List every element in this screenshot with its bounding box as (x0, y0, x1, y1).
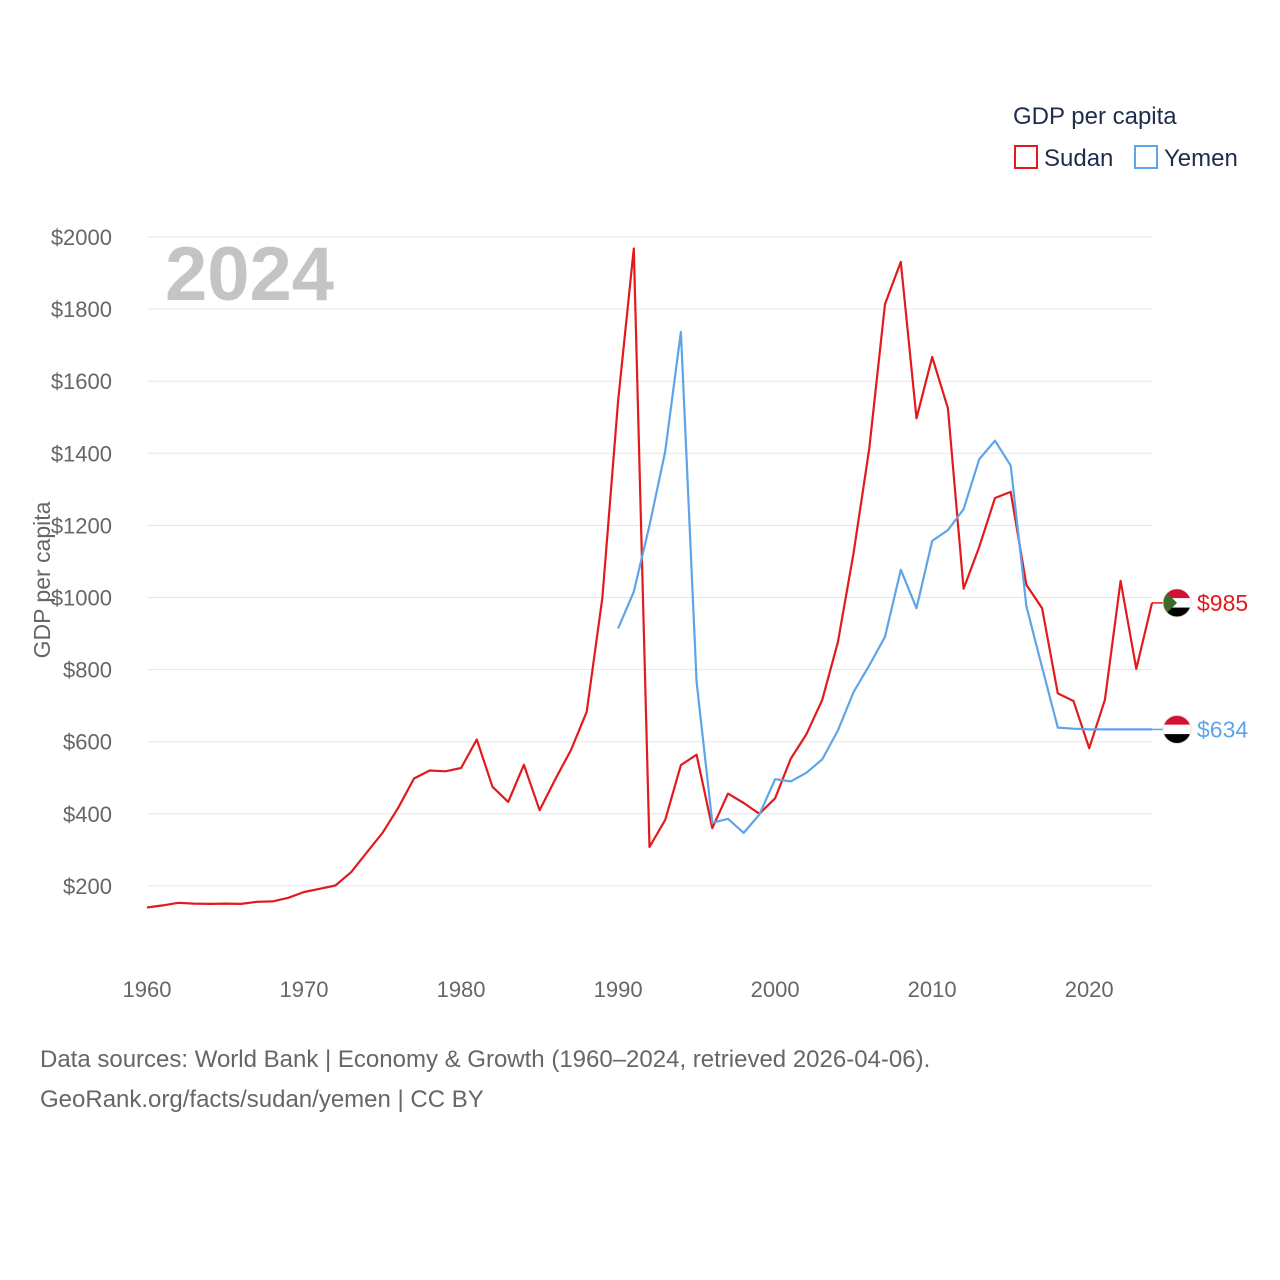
y-tick-label: $1400 (51, 441, 112, 466)
y-axis-label: GDP per capita (29, 501, 55, 658)
legend: GDP per capita Sudan Yemen (1013, 103, 1238, 172)
y-tick-label: $1000 (51, 586, 112, 611)
y-tick-label: $1800 (51, 297, 112, 322)
x-tick-label: 1960 (123, 977, 172, 1002)
series-line-yemen[interactable] (617, 330, 1152, 835)
end-markers: $985 $634 (1152, 588, 1248, 744)
y-tick-label: $1600 (51, 369, 112, 394)
end-value-label-sudan: $985 (1197, 590, 1248, 616)
y-tick-label: $200 (63, 874, 112, 899)
end-value-label-yemen: $634 (1197, 716, 1248, 742)
legend-item-yemen[interactable]: Yemen (1134, 145, 1238, 172)
footer: Data sources: World Bank | Economy & Gro… (40, 1040, 930, 1120)
x-tick-label: 1980 (437, 977, 486, 1002)
yemen-flag-icon (1162, 715, 1192, 744)
x-axis-ticks: 1960 1970 1980 1990 2000 2010 2020 (123, 977, 1114, 1002)
y-axis-ticks: $200 $400 $600 $800 $1000 $1200 $1400 $1600 $180… (51, 225, 112, 899)
footer-link: GeoRank.org/facts/sudan/yemen | CC BY (40, 1086, 484, 1113)
x-tick-label: 1970 (280, 977, 329, 1002)
series-line-sudan[interactable] (146, 247, 1154, 909)
legend-swatch-sudan (1014, 145, 1038, 169)
legend-label-yemen: Yemen (1164, 145, 1238, 172)
y-tick-label: $800 (63, 658, 112, 683)
y-tick-label: $2000 (51, 225, 112, 250)
series-lines (146, 247, 1154, 909)
y-tick-label: $600 (63, 730, 112, 755)
legend-title: GDP per capita (1013, 103, 1177, 130)
legend-label-sudan: Sudan (1044, 145, 1113, 172)
legend-swatch-yemen (1134, 145, 1158, 169)
x-tick-label: 2010 (908, 977, 957, 1002)
sudan-flag-icon (1162, 588, 1192, 618)
footer-sources: Data sources: World Bank | Economy & Gro… (40, 1046, 931, 1073)
y-tick-label: $1200 (51, 513, 112, 538)
year-watermark: 2024 (165, 232, 334, 317)
y-tick-label: $400 (63, 802, 112, 827)
x-tick-label: 2000 (751, 977, 800, 1002)
x-tick-label: 1990 (594, 977, 643, 1002)
legend-item-sudan[interactable]: Sudan (1014, 145, 1113, 172)
grid-lines (147, 236, 1152, 887)
x-tick-label: 2020 (1065, 977, 1114, 1002)
